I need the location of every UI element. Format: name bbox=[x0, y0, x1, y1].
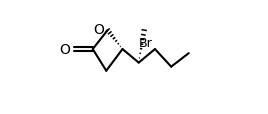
Text: O: O bbox=[59, 43, 70, 57]
Text: O: O bbox=[93, 23, 104, 36]
Text: Br: Br bbox=[139, 36, 152, 49]
